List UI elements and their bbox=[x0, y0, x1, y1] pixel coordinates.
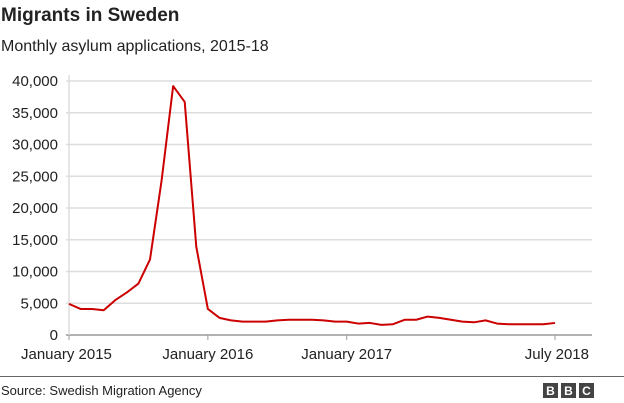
footer-divider bbox=[0, 376, 624, 377]
y-tick-label: 30,000 bbox=[12, 137, 58, 154]
y-tick-label: 40,000 bbox=[12, 73, 58, 90]
chart-subtitle: Monthly asylum applications, 2015-18 bbox=[1, 38, 269, 55]
y-tick-label: 20,000 bbox=[12, 200, 58, 217]
x-tick-label: July 2018 bbox=[525, 346, 589, 363]
chart-title: Migrants in Sweden bbox=[1, 5, 180, 26]
logo-letter: B bbox=[561, 383, 576, 398]
y-tick-label: 0 bbox=[50, 327, 58, 344]
source-text: Source: Swedish Migration Agency bbox=[1, 383, 202, 398]
y-tick-label: 10,000 bbox=[12, 264, 58, 281]
y-tick-label: 15,000 bbox=[12, 232, 58, 249]
x-tick-label: January 2015 bbox=[21, 346, 112, 363]
logo-letter: C bbox=[579, 383, 594, 398]
y-tick-label: 35,000 bbox=[12, 105, 58, 122]
logo-letter: B bbox=[543, 383, 558, 398]
x-tick-label: January 2016 bbox=[162, 346, 253, 363]
y-tick-label: 25,000 bbox=[12, 168, 58, 185]
x-tick-label: January 2017 bbox=[301, 346, 392, 363]
y-tick-label: 5,000 bbox=[20, 295, 58, 312]
data-line bbox=[68, 85, 556, 326]
